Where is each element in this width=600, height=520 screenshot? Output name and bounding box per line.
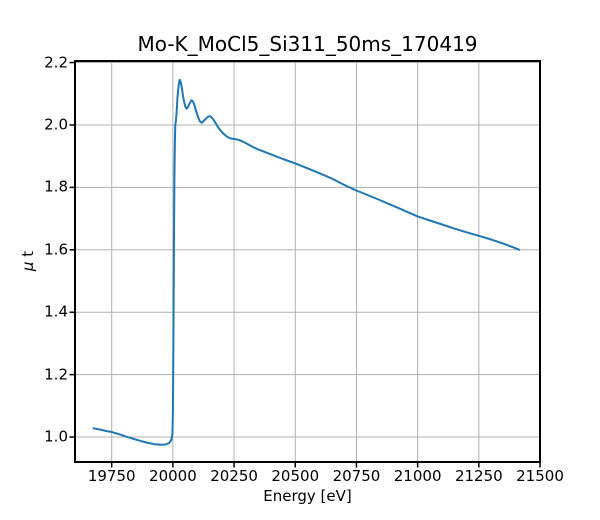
plot-area [69, 60, 541, 468]
y-axis-label-mu: μ [19, 261, 37, 272]
x-axis-label: Energy [eV] [263, 487, 352, 505]
y-tick-label: 1.8 [44, 177, 68, 196]
y-tick-label: 1.0 [44, 427, 68, 446]
y-tick-label: 1.2 [44, 365, 68, 384]
plot-canvas [69, 60, 541, 468]
x-tick-label: 20000 [149, 467, 197, 485]
x-tick-label: 19750 [87, 467, 136, 485]
y-axis-label-unit: t [19, 250, 37, 262]
x-tick-label: 20500 [271, 467, 320, 485]
x-tick-label: 21250 [454, 467, 503, 485]
chart-title: Mo-K_MoCl5_Si311_50ms_170419 [137, 32, 478, 56]
y-tick-label: 1.6 [44, 240, 68, 259]
y-tick-label: 1.4 [44, 302, 68, 321]
x-tick-label: 21000 [393, 467, 442, 485]
axes-spines [74, 60, 541, 463]
x-tick-label: 20750 [332, 467, 381, 485]
x-tick-label: 20250 [210, 467, 258, 485]
y-tick-label: 2.0 [44, 115, 68, 134]
y-tick-label: 2.2 [44, 53, 68, 72]
y-axis-label: μ t [19, 251, 37, 271]
x-tick-label: 21500 [516, 467, 564, 485]
data-line [92, 78, 521, 446]
